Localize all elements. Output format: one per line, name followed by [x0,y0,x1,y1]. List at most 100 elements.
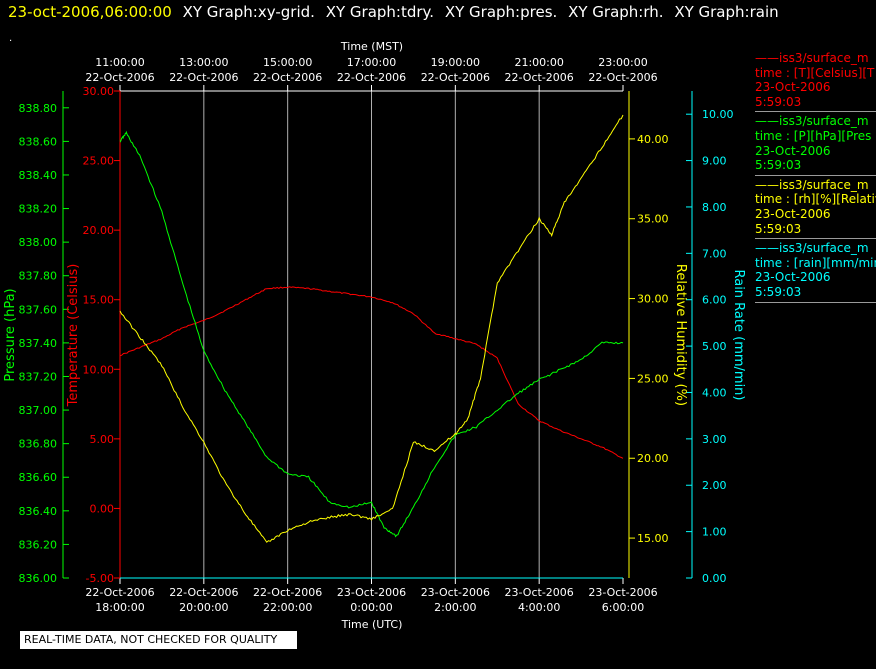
status-dot: . [9,33,13,44]
top-tick-time-label: 15:00:00 [263,56,312,69]
legend-time: 5:59:03 [755,158,802,173]
humidity-tick-label: 25.00 [637,372,669,385]
top-tick-time-label: 19:00:00 [431,56,480,69]
top-tick-date-label: 22-Oct-2006 [169,71,238,84]
bottom-tick-time-label: 0:00:00 [350,601,392,614]
graph-name-rain[interactable]: XY Graph:rain [674,3,779,21]
bottom-tick-date-label: 23-Oct-2006 [421,586,490,599]
vertical-grid [203,91,540,578]
pressure-tick-label: 838.60 [19,135,58,148]
humidity-tick-label: 40.00 [637,133,669,146]
legend-entry-humidity[interactable]: ——iss3/surface_m time : [rh][%][Relativ … [755,177,876,240]
legend-variable: time : [P][hPa][Pres [755,128,872,143]
graph-name-xy-grid[interactable]: XY Graph:xy-grid. [182,3,315,21]
graph-name-tdry[interactable]: XY Graph:tdry. [325,3,435,21]
temperature-tick-label: 10.00 [83,363,115,376]
legend-entry-temperature[interactable]: ——iss3/surface_m time : [T][Celsius][T 2… [755,51,876,113]
legend-time: 5:59:03 [755,94,802,109]
top-tick-time-label: 21:00:00 [514,56,563,69]
top-tick-date-label: 22-Oct-2006 [85,71,154,84]
top-tick-time-label: 13:00:00 [179,56,228,69]
pressure-tick-label: 838.80 [19,102,58,115]
temperature-tick-label: 25.00 [83,155,115,168]
legend-variable: time : [rh][%][Relativ [755,192,876,207]
pressure-axis-title: Pressure (hPa) [3,288,18,381]
legend-time: 5:59:03 [755,284,802,299]
temperature-tick-label: 5.00 [90,433,115,446]
pressure-tick-label: 836.40 [19,505,58,518]
pressure-tick-label: 836.60 [19,471,58,484]
pressure-tick-label: 837.80 [19,270,58,283]
rain-tick-label: 0.00 [702,572,727,585]
timestamp: 23-oct-2006,06:00:00 [8,3,172,21]
humidity-tick-label: 20.00 [637,452,669,465]
top-tick-time-label: 17:00:00 [347,56,396,69]
bottom-tick-date-label: 23-Oct-2006 [505,586,574,599]
rain-tick-label: 1.00 [702,526,727,539]
top-tick-date-label: 22-Oct-2006 [421,71,490,84]
graph-name-rh[interactable]: XY Graph:rh. [568,3,664,21]
top-tick-date-label: 22-Oct-2006 [337,71,406,84]
rain-tick-label: 10.00 [702,108,734,121]
bottom-tick-date-label: 22-Oct-2006 [169,586,238,599]
pressure-tick-label: 837.00 [19,404,58,417]
bottom-tick-date-label: 23-Oct-2006 [337,586,406,599]
bottom-tick-time-label: 22:00:00 [263,601,312,614]
legend-variable: time : [rain][mm/min [755,255,876,270]
temperature-tick-label: 15.00 [83,294,115,307]
rain-tick-label: 7.00 [702,247,727,260]
pressure-tick-label: 838.00 [19,236,58,249]
humidity-tick-label: 15.00 [637,532,669,545]
temperature-tick-label: -5.00 [86,572,114,585]
series-line-pressure [119,130,624,538]
series-line-temperature [119,286,624,459]
legend-date: 23-Oct-2006 [755,270,831,285]
top-tick-time-label: 23:00:00 [598,56,647,69]
humidity-tick-label: 30.00 [637,293,669,306]
legend-variable: time : [T][Celsius][T [755,65,875,80]
legend-source: ——iss3/surface_m [755,114,869,129]
rain-tick-label: 9.00 [702,155,727,168]
bottom-tick-time-label: 18:00:00 [95,601,144,614]
chart-axes [62,85,693,584]
series-lines [119,114,624,579]
graph-title-bar: 23-oct-2006,06:00:00 XY Graph:xy-grid. X… [8,3,779,21]
pressure-tick-label: 837.60 [19,303,58,316]
rain-tick-label: 3.00 [702,433,727,446]
pressure-tick-label: 836.20 [19,538,58,551]
temperature-tick-label: 20.00 [83,224,115,237]
rain-tick-label: 8.00 [702,201,727,214]
graph-name-pres[interactable]: XY Graph:pres. [444,3,558,21]
rain-tick-label: 2.00 [702,479,727,492]
pressure-tick-label: 836.00 [19,572,58,585]
bottom-tick-date-label: 22-Oct-2006 [253,586,322,599]
legend-source: ——iss3/surface_m [755,51,869,65]
top-tick-time-label: 11:00:00 [95,56,144,69]
bottom-tick-time-label: 20:00:00 [179,601,228,614]
pressure-tick-label: 837.20 [19,370,58,383]
top-tick-date-label: 22-Oct-2006 [253,71,322,84]
bottom-tick-date-label: 22-Oct-2006 [85,586,154,599]
bottom-axis-title: Time (UTC) [341,618,403,631]
pressure-tick-label: 838.40 [19,169,58,182]
rain-tick-label: 6.00 [702,294,727,307]
legend-source: ——iss3/surface_m [755,177,869,192]
legend-time: 5:59:03 [755,221,802,236]
bottom-tick-time-label: 6:00:00 [602,601,644,614]
temperature-tick-label: 0.00 [90,502,115,515]
top-tick-date-label: 22-Oct-2006 [588,71,657,84]
temperature-axis-title: Temperature (Celsius) [66,264,81,408]
pressure-tick-label: 836.80 [19,438,58,451]
temperature-tick-label: 30.00 [83,85,115,98]
top-tick-date-label: 22-Oct-2006 [505,71,574,84]
legend-source: ——iss3/surface_m [755,241,869,256]
legend-entry-rain[interactable]: ——iss3/surface_m time : [rain][mm/min 23… [755,241,876,303]
legend-entry-pressure[interactable]: ——iss3/surface_m time : [P][hPa][Pres 23… [755,114,876,176]
series-line-rh [119,114,624,543]
rain-tick-label: 4.00 [702,386,727,399]
humidity-axis-title: Relative Humidity (%) [673,264,688,406]
axis-labels: 11:00:00 22-Oct-2006 13:00:00 22-Oct-2006 15… [3,40,746,631]
rain-tick-label: 5.00 [702,340,727,353]
bottom-tick-date-label: 23-Oct-2006 [588,586,657,599]
